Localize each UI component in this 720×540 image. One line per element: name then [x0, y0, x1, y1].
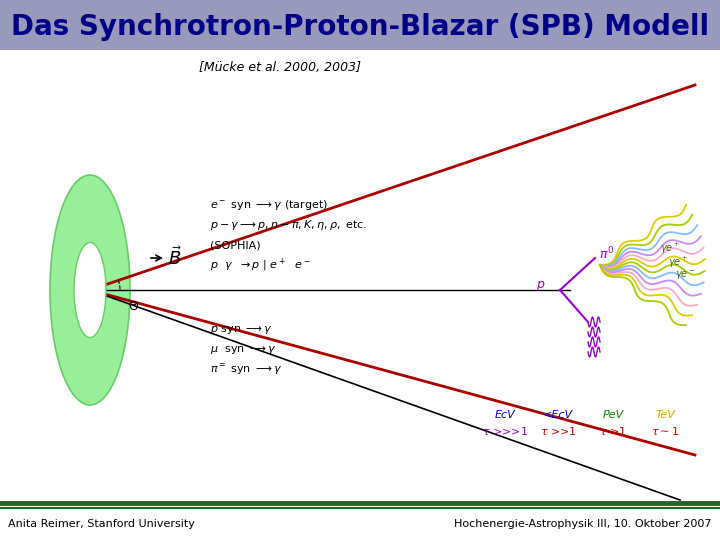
- Text: <EcV: <EcV: [543, 410, 573, 420]
- Text: $p$ syn $\longrightarrow \gamma$: $p$ syn $\longrightarrow \gamma$: [210, 324, 273, 336]
- Bar: [0, 0, 720, 50]
- Text: $\vec{B}$: $\vec{B}$: [168, 247, 182, 269]
- Text: Anita Reimer, Stanford University: Anita Reimer, Stanford University: [8, 519, 195, 529]
- Text: [Mücke et al. 2000, 2003]: [Mücke et al. 2000, 2003]: [199, 62, 361, 75]
- Ellipse shape: [50, 175, 130, 405]
- Text: PeV: PeV: [603, 410, 624, 420]
- Text: $\tau$ >>1: $\tau$ >>1: [539, 425, 577, 437]
- Text: Das Synchrotron-Proton-Blazar (SPB) Modell: Das Synchrotron-Proton-Blazar (SPB) Mode…: [11, 13, 709, 41]
- Text: $\gamma e^-$: $\gamma e^-$: [675, 269, 696, 282]
- Ellipse shape: [74, 242, 106, 338]
- Text: $\tau \sim 1$: $\tau \sim 1$: [651, 425, 679, 437]
- Text: $p - \gamma \longrightarrow p, n - \pi, K, \eta, \rho,$ etc.: $p - \gamma \longrightarrow p, n - \pi, …: [210, 218, 367, 232]
- Text: Hochenergie-Astrophysik III, 10. Oktober 2007: Hochenergie-Astrophysik III, 10. Oktober…: [454, 519, 712, 529]
- Text: $\tau$ >1: $\tau$ >1: [599, 425, 627, 437]
- Text: $p\ \ \gamma\ \ \rightarrow p\ |\ e^+\ \ e^-$: $p\ \ \gamma\ \ \rightarrow p\ |\ e^+\ \…: [210, 256, 311, 274]
- Text: $p$: $p$: [536, 279, 545, 293]
- Text: $\pi^0$: $\pi^0$: [599, 246, 614, 262]
- Text: $\gamma e^+$: $\gamma e^+$: [660, 240, 680, 255]
- Text: $\tau$ >>>1: $\tau$ >>>1: [482, 425, 528, 437]
- Text: $\pi^{=}$ syn $\longrightarrow \gamma$: $\pi^{=}$ syn $\longrightarrow \gamma$: [210, 363, 283, 377]
- Text: $\Theta$: $\Theta$: [128, 300, 139, 313]
- Text: (SOPHIA): (SOPHIA): [210, 240, 261, 250]
- Text: $\gamma e^+$: $\gamma e^+$: [668, 254, 688, 269]
- Text: $\mu\ $ syn $\longrightarrow \gamma$: $\mu\ $ syn $\longrightarrow \gamma$: [210, 344, 276, 356]
- Text: EcV: EcV: [495, 410, 516, 420]
- Text: TeV: TeV: [655, 410, 675, 420]
- Text: $e^-$ syn $\longrightarrow \gamma$ (target): $e^-$ syn $\longrightarrow \gamma$ (targ…: [210, 198, 328, 212]
